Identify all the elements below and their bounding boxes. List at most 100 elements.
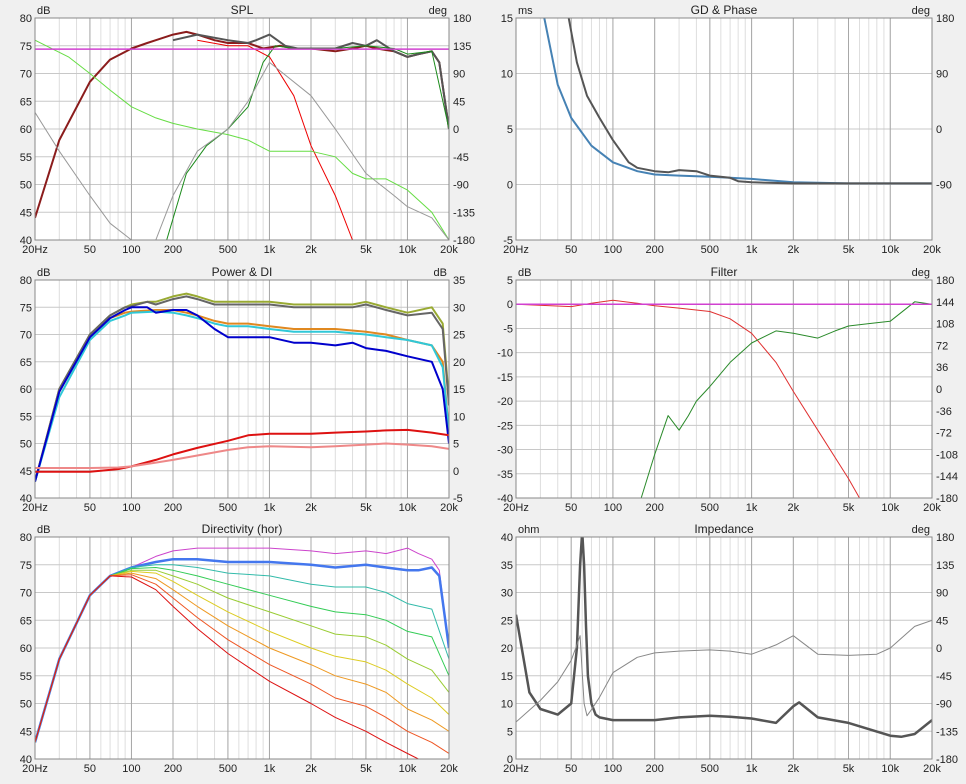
right-tick-label: 180 bbox=[936, 275, 954, 287]
x-tick-label: 500 bbox=[219, 244, 237, 256]
series-line-2 bbox=[567, 18, 932, 185]
left-tick-label: 70 bbox=[20, 588, 32, 600]
left-tick-label: 55 bbox=[20, 152, 32, 164]
x-tick-label: 2k bbox=[788, 502, 800, 514]
left-tick-label: -15 bbox=[497, 372, 513, 384]
left-tick-label: -20 bbox=[497, 396, 513, 408]
left-tick-label: 60 bbox=[20, 643, 32, 655]
x-tick-label: 20k bbox=[440, 502, 458, 514]
plot-frame bbox=[515, 536, 933, 760]
x-tick-label: 10k bbox=[881, 244, 899, 256]
x-tick-label: 10k bbox=[881, 763, 899, 775]
series-line-5 bbox=[35, 39, 449, 240]
plot-background bbox=[516, 280, 932, 498]
left-tick-label: 50 bbox=[20, 699, 32, 711]
x-tick-label: 200 bbox=[645, 244, 663, 256]
x-tick-label: 20Hz bbox=[503, 502, 529, 514]
left-tick-label: 45 bbox=[20, 207, 32, 219]
right-tick-label: 0 bbox=[936, 384, 942, 396]
left-tick-label: 30 bbox=[501, 588, 513, 600]
x-tick-label: 20k bbox=[923, 244, 941, 256]
left-tick-label: 10 bbox=[501, 699, 513, 711]
right-tick-label: 144 bbox=[936, 297, 954, 309]
right-tick-label: 90 bbox=[936, 588, 948, 600]
left-tick-label: 65 bbox=[20, 357, 32, 369]
plot-frame bbox=[515, 17, 933, 241]
x-tick-label: 1k bbox=[746, 502, 758, 514]
x-tick-label: 200 bbox=[164, 763, 182, 775]
right-tick-label: 180 bbox=[936, 13, 954, 25]
left-tick-label: 20 bbox=[501, 643, 513, 655]
x-tick-label: 10k bbox=[399, 763, 417, 775]
chart-title: Impedance bbox=[694, 522, 754, 536]
x-tick-label: 20Hz bbox=[22, 502, 48, 514]
x-tick-label: 5k bbox=[360, 763, 372, 775]
left-tick-label: -25 bbox=[497, 420, 513, 432]
x-tick-label: 5k bbox=[843, 763, 855, 775]
right-axis-unit: deg bbox=[912, 267, 930, 279]
x-tick-label: 1k bbox=[746, 763, 758, 775]
right-axis-unit: deg bbox=[429, 5, 447, 17]
right-tick-label: 90 bbox=[936, 69, 948, 81]
x-tick-label: 10k bbox=[881, 502, 899, 514]
right-tick-label: -90 bbox=[936, 699, 952, 711]
plot-frame bbox=[34, 279, 450, 499]
chart-spl: SPL dB deg 40 45 50 55 60 65 70 75 80 -180 -135 -90 -45… bbox=[20, 3, 475, 256]
right-axis-unit: deg bbox=[912, 524, 930, 536]
left-tick-label: 40 bbox=[501, 532, 513, 544]
x-tick-label: 20k bbox=[440, 763, 458, 775]
left-tick-label: 40 bbox=[20, 493, 32, 505]
left-tick-label: 45 bbox=[20, 466, 32, 478]
right-tick-label: -180 bbox=[936, 754, 958, 766]
series-line-1 bbox=[516, 537, 932, 739]
chart-title: GD & Phase bbox=[691, 3, 758, 17]
left-tick-label: 15 bbox=[501, 671, 513, 683]
plot-frame bbox=[515, 279, 933, 499]
right-tick-label: 90 bbox=[453, 69, 465, 81]
right-tick-label: -90 bbox=[453, 180, 469, 192]
x-tick-label: 100 bbox=[122, 763, 140, 775]
x-tick-label: 100 bbox=[604, 244, 622, 256]
x-tick-label: 20Hz bbox=[22, 244, 48, 256]
plot-frame bbox=[34, 17, 450, 241]
x-tick-label: 50 bbox=[84, 763, 96, 775]
right-tick-label: -135 bbox=[936, 726, 958, 738]
series-line-2 bbox=[516, 619, 932, 723]
right-tick-label: 180 bbox=[936, 532, 954, 544]
series-line-9 bbox=[35, 575, 419, 759]
series-line-2 bbox=[640, 301, 932, 498]
right-tick-label: -45 bbox=[936, 671, 952, 683]
series-line-5 bbox=[35, 306, 449, 482]
right-tick-label: 72 bbox=[936, 340, 948, 352]
left-tick-label: 70 bbox=[20, 69, 32, 81]
right-tick-label: -180 bbox=[936, 493, 958, 505]
chart-title: SPL bbox=[231, 3, 254, 17]
left-tick-label: 40 bbox=[20, 754, 32, 766]
left-axis-unit: ms bbox=[518, 5, 533, 17]
right-tick-label: 0 bbox=[453, 466, 459, 478]
right-tick-label: -180 bbox=[453, 235, 475, 247]
x-tick-label: 50 bbox=[565, 763, 577, 775]
right-tick-label: -90 bbox=[936, 180, 952, 192]
series-line-3 bbox=[35, 309, 449, 482]
chart-power: Power & DI dB dB 40 45 50 55 60 65 70 75 80 -5 0 5 10 15… bbox=[20, 265, 466, 514]
x-tick-label: 200 bbox=[164, 244, 182, 256]
left-axis-unit: ohm bbox=[518, 524, 539, 536]
right-tick-label: -135 bbox=[453, 207, 475, 219]
x-tick-label: 20Hz bbox=[503, 244, 529, 256]
x-tick-label: 50 bbox=[84, 244, 96, 256]
x-tick-label: 200 bbox=[164, 502, 182, 514]
x-tick-label: 500 bbox=[701, 502, 719, 514]
left-tick-label: 0 bbox=[507, 299, 513, 311]
right-tick-label: -108 bbox=[936, 449, 958, 461]
right-tick-label: 25 bbox=[453, 330, 465, 342]
x-tick-label: 20Hz bbox=[22, 763, 48, 775]
series-line-1 bbox=[516, 299, 860, 498]
chart-filter: Filter dB deg -40 -35 -30 -25 -20 -15 -10 -5 0 5 -180… bbox=[497, 265, 958, 514]
x-tick-label: 100 bbox=[122, 244, 140, 256]
right-axis-unit: deg bbox=[912, 5, 930, 17]
x-tick-label: 500 bbox=[219, 763, 237, 775]
left-tick-label: 35 bbox=[501, 560, 513, 572]
plot-frame bbox=[34, 536, 450, 760]
